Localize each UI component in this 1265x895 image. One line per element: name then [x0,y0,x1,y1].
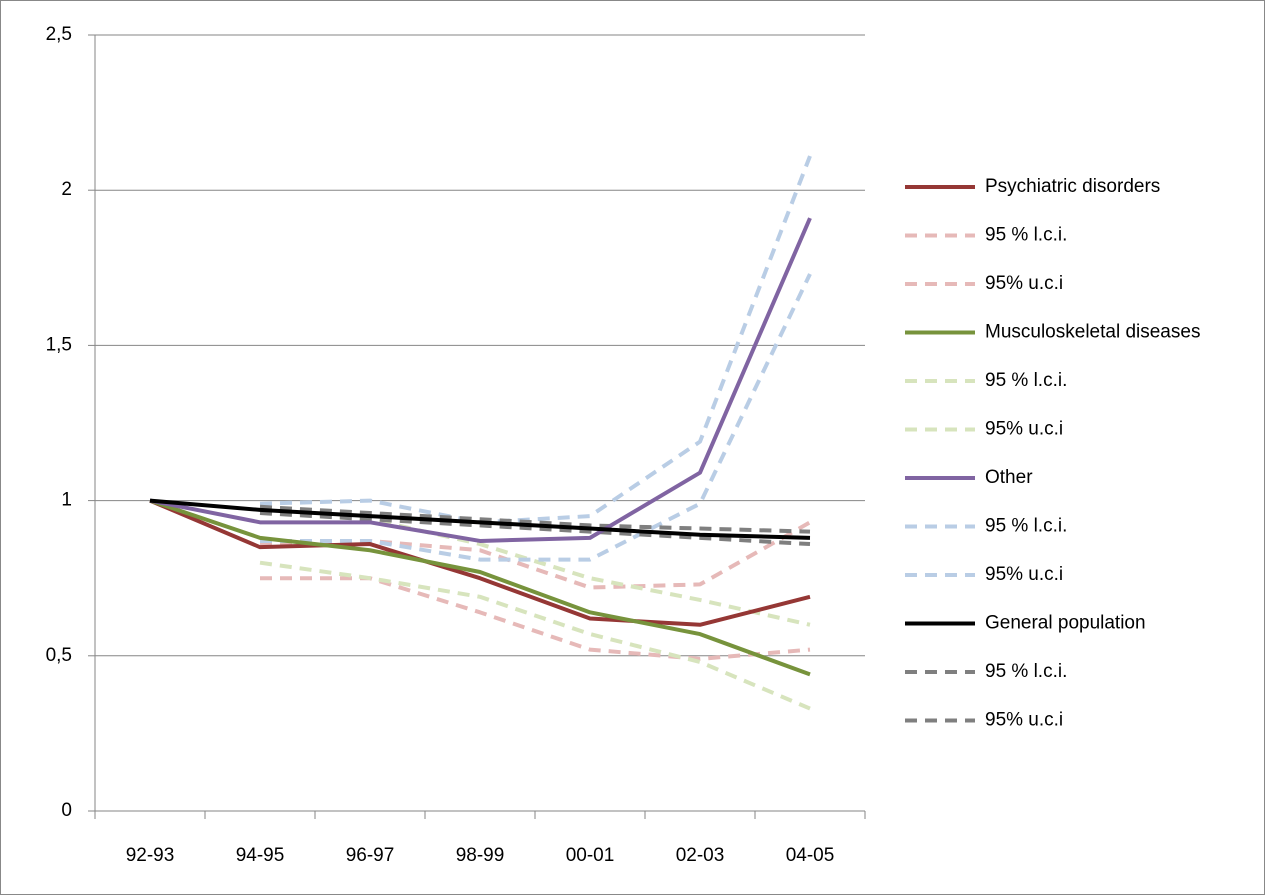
legend-label: 95% u.c.i [985,273,1063,294]
y-tick-label: 0,5 [46,645,72,666]
x-tick-label: 92-93 [126,845,175,866]
series-line [149,498,811,627]
series-line [149,217,812,543]
legend-label: 95% u.c.i [985,710,1063,731]
y-tick-label: 1 [61,490,72,511]
x-tick-label: 98-99 [456,845,505,866]
legend-label: 95 % l.c.i. [985,225,1067,246]
legend-label: 95 % l.c.i. [985,661,1067,682]
y-tick-label: 2,5 [46,24,72,45]
ci-line [260,576,811,661]
x-tick-label: 94-95 [236,845,285,866]
ci-line [259,155,812,525]
legend-label: Musculoskeletal diseases [985,322,1200,343]
x-tick-label: 04-05 [786,845,835,866]
legend-label: 95% u.c.i [985,564,1063,585]
x-tick-label: 96-97 [346,845,395,866]
ci-line [259,511,811,547]
legend-label: General population [985,613,1146,634]
series-line [149,498,811,677]
legend-label: 95 % l.c.i. [985,370,1067,391]
legend-label: Other [985,467,1033,488]
legend-label: 95 % l.c.i. [985,516,1067,537]
legend-label: 95% u.c.i [985,419,1063,440]
y-tick-label: 0 [61,800,72,821]
ci-line [259,560,811,711]
series-line [149,498,811,540]
x-tick-label: 00-01 [566,845,615,866]
ci-line [259,504,811,534]
y-tick-label: 1,5 [46,334,72,355]
y-tick-label: 2 [61,179,72,200]
ci-line [260,273,812,562]
x-tick-label: 02-03 [676,845,725,866]
legend-label: Psychiatric disorders [985,176,1160,197]
